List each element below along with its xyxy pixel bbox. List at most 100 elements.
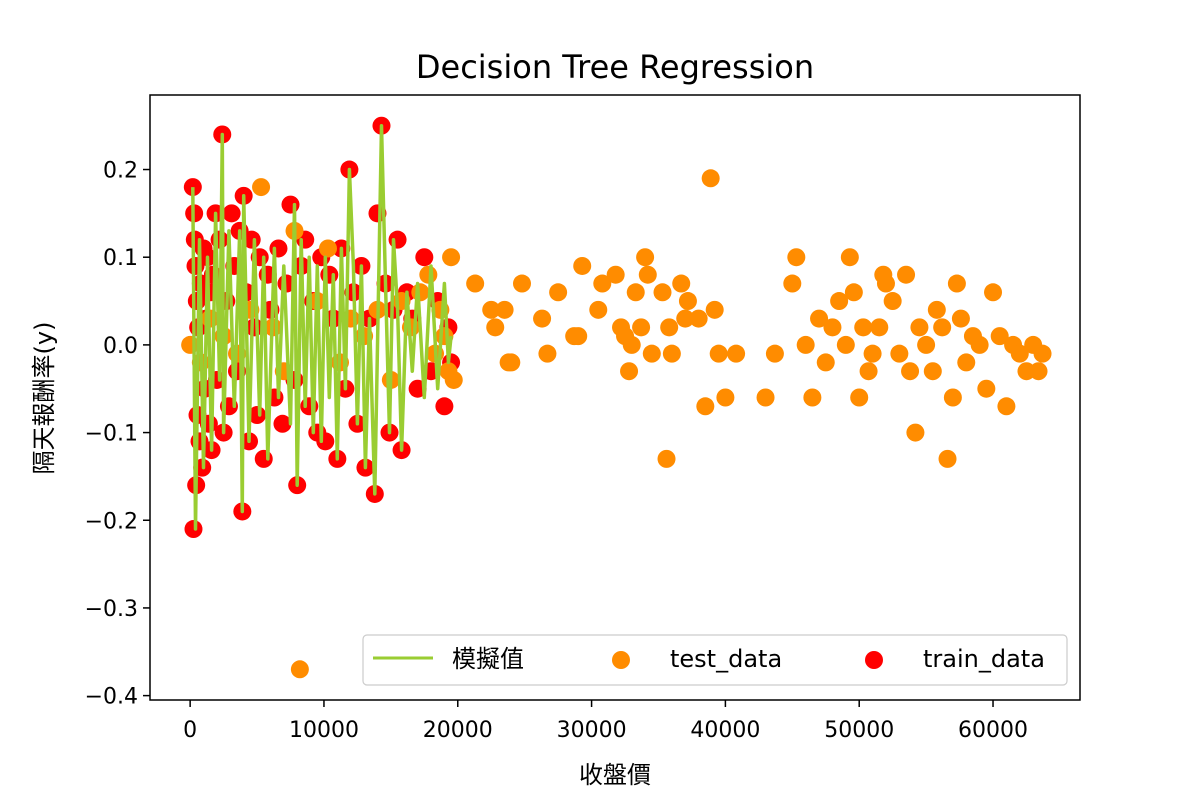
test-data-point bbox=[660, 318, 679, 337]
test-data-point bbox=[444, 370, 463, 389]
test-data-point bbox=[662, 344, 681, 363]
legend-label-model: 模擬值 bbox=[452, 645, 524, 673]
test-data-point bbox=[951, 309, 970, 328]
test-data-point bbox=[466, 274, 485, 293]
test-data-point bbox=[632, 318, 651, 337]
train-data-point bbox=[222, 204, 241, 223]
test-data-point bbox=[657, 449, 676, 468]
test-data-point bbox=[252, 178, 271, 197]
test-data-point bbox=[442, 248, 461, 267]
test-data-point bbox=[816, 353, 835, 372]
test-data-point bbox=[705, 300, 724, 319]
test-data-point bbox=[606, 265, 625, 284]
test-data-point bbox=[906, 423, 925, 442]
x-tick-label: 0 bbox=[183, 718, 197, 743]
test-data-point bbox=[1029, 362, 1048, 381]
test-data-point bbox=[810, 309, 829, 328]
test-data-point bbox=[836, 335, 855, 354]
test-data-point bbox=[533, 309, 552, 328]
test-data-point bbox=[765, 344, 784, 363]
x-tick-label: 40000 bbox=[690, 718, 760, 743]
test-data-point bbox=[620, 362, 639, 381]
test-data-point bbox=[876, 274, 895, 293]
test-data-point bbox=[787, 248, 806, 267]
test-data-point bbox=[997, 397, 1016, 416]
test-data-point bbox=[709, 344, 728, 363]
test-data-point bbox=[796, 335, 815, 354]
test-data-point bbox=[938, 449, 957, 468]
test-data-point bbox=[636, 248, 655, 267]
train-data-point bbox=[184, 520, 203, 539]
test-data-point bbox=[676, 309, 695, 328]
legend-label-test: test_data bbox=[670, 645, 782, 673]
test-data-point bbox=[863, 344, 882, 363]
test-data-point bbox=[984, 283, 1003, 302]
test-data-point bbox=[495, 300, 514, 319]
test-data-point bbox=[689, 309, 708, 328]
x-tick-label: 50000 bbox=[824, 718, 894, 743]
test-data-point bbox=[840, 248, 859, 267]
test-data-point bbox=[549, 283, 568, 302]
legend-label-train: train_data bbox=[923, 645, 1045, 673]
test-data-point bbox=[626, 283, 645, 302]
test-data-point bbox=[854, 318, 873, 337]
test-data-point bbox=[290, 660, 309, 679]
y-tick-label: −0.4 bbox=[85, 685, 138, 710]
train-data-point bbox=[435, 397, 454, 416]
test-data-point bbox=[538, 344, 557, 363]
test-data-point bbox=[933, 318, 952, 337]
test-data-point bbox=[1010, 344, 1029, 363]
train-data-point bbox=[273, 414, 292, 433]
train-data-point bbox=[254, 449, 273, 468]
test-data-point bbox=[901, 362, 920, 381]
y-axis-ticks: −0.4 −0.3 −0.2 −0.1 0.0 0.1 0.2 bbox=[85, 159, 150, 710]
test-data-point bbox=[573, 256, 592, 275]
train-data-point bbox=[316, 432, 335, 451]
test-data-point bbox=[672, 274, 691, 293]
y-tick-label: −0.3 bbox=[85, 597, 138, 622]
test-data-point bbox=[970, 335, 989, 354]
test-data-point bbox=[977, 379, 996, 398]
test-data-point bbox=[923, 362, 942, 381]
test-data-point bbox=[653, 283, 672, 302]
test-data-point bbox=[411, 283, 430, 302]
model-prediction-line bbox=[191, 123, 453, 531]
test-data-point bbox=[917, 335, 936, 354]
legend-train-swatch bbox=[865, 651, 883, 669]
test-data-point bbox=[642, 344, 661, 363]
chart-title: Decision Tree Regression bbox=[416, 48, 814, 86]
test-data-point bbox=[783, 274, 802, 293]
test-data-point bbox=[883, 292, 902, 311]
test-data-point bbox=[486, 318, 505, 337]
test-data-point bbox=[943, 388, 962, 407]
test-data-point bbox=[803, 388, 822, 407]
test-data-point bbox=[716, 388, 735, 407]
x-axis-label: 收盤價 bbox=[579, 761, 651, 789]
x-axis-ticks: 0 10000 20000 30000 40000 50000 60000 bbox=[183, 700, 1028, 743]
test-data-point bbox=[593, 274, 612, 293]
legend: 模擬值 test_data train_data bbox=[362, 634, 1068, 686]
x-tick-label: 20000 bbox=[423, 718, 493, 743]
test-data-point bbox=[419, 265, 438, 284]
test-data-point bbox=[569, 327, 588, 346]
train-data-point bbox=[281, 195, 300, 214]
legend-test-swatch bbox=[612, 651, 630, 669]
train-data-point bbox=[320, 265, 339, 284]
test-data-point bbox=[927, 300, 946, 319]
test-data-point bbox=[696, 397, 715, 416]
test-data-point bbox=[910, 318, 929, 337]
y-tick-label: 0.0 bbox=[103, 334, 138, 359]
y-axis-label: 隔天報酬率(y) bbox=[30, 322, 58, 475]
x-tick-label: 10000 bbox=[289, 718, 359, 743]
train-data-point bbox=[415, 248, 434, 267]
test-data-point bbox=[859, 362, 878, 381]
train-data-point bbox=[388, 230, 407, 249]
train-data-point bbox=[183, 178, 202, 197]
test-data-point bbox=[318, 239, 337, 258]
test-data-point bbox=[890, 344, 909, 363]
y-tick-label: 0.2 bbox=[103, 159, 138, 184]
test-data-point bbox=[482, 300, 501, 319]
test-data-point bbox=[990, 327, 1009, 346]
